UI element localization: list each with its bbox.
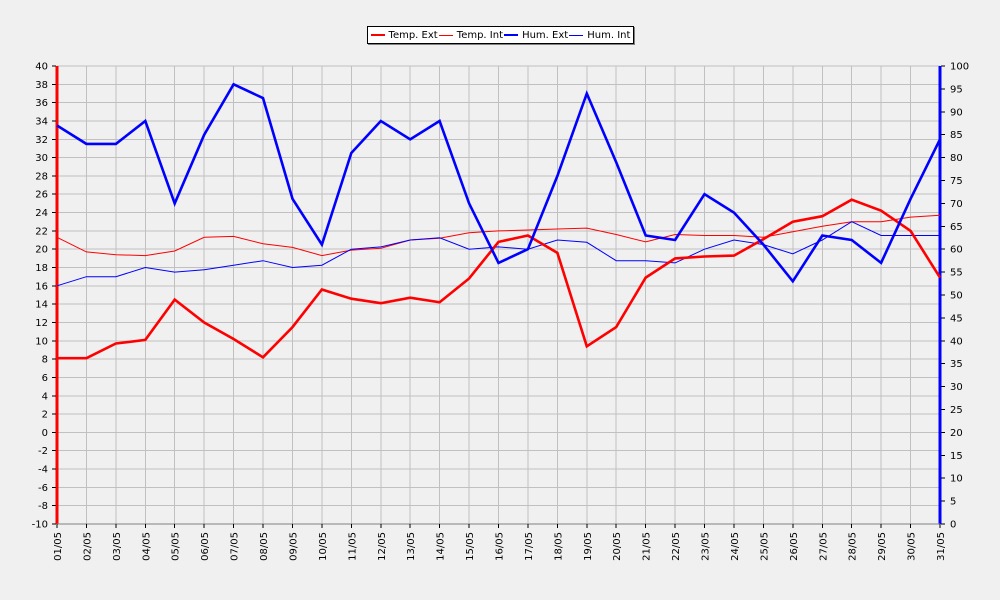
x-axis-tick-label: 08/05 — [259, 532, 270, 561]
right-axis-tick-label: 20 — [950, 428, 963, 439]
right-axis-tick-label: 95 — [950, 84, 963, 95]
left-axis-tick-label: 32 — [35, 135, 48, 146]
left-axis-tick-label: 18 — [35, 263, 48, 274]
left-axis-tick-label: 28 — [35, 171, 48, 182]
legend-label: Hum. Int — [587, 29, 631, 41]
x-axis-tick-label: 02/05 — [82, 532, 93, 561]
legend-item-temp-int: Temp. Int — [438, 29, 503, 41]
right-axis-tick-label: 55 — [950, 268, 963, 279]
x-axis-tick-label: 01/05 — [53, 532, 64, 561]
x-axis-tick-label: 12/05 — [377, 532, 388, 561]
x-axis-tick-label: 23/05 — [701, 532, 712, 561]
right-axis-tick-label: 30 — [950, 382, 963, 393]
x-axis-tick-label: 31/05 — [936, 532, 947, 561]
right-axis-tick-label: 80 — [950, 153, 963, 164]
right-axis-tick-label: 10 — [950, 474, 963, 485]
right-axis-tick-label: 90 — [950, 107, 963, 118]
x-axis-tick-label: 21/05 — [642, 532, 653, 561]
left-axis-tick-label: 24 — [35, 208, 48, 219]
left-axis-tick-label: 14 — [35, 300, 48, 311]
right-axis-tick-label: 70 — [950, 199, 963, 210]
x-axis-tick-label: 05/05 — [171, 532, 182, 561]
x-axis-tick-label: 15/05 — [465, 532, 476, 561]
right-axis-tick-label: 25 — [950, 405, 963, 416]
x-axis-tick-label: 06/05 — [200, 532, 211, 561]
legend-label: Hum. Ext — [522, 29, 569, 41]
left-axis-tick-label: -2 — [38, 446, 48, 457]
x-axis-tick-label: 24/05 — [730, 532, 741, 561]
x-axis-tick-label: 19/05 — [583, 532, 594, 561]
x-axis-tick-label: 20/05 — [612, 532, 623, 561]
left-axis-tick-label: 16 — [35, 281, 48, 292]
right-axis-tick-label: 85 — [950, 130, 963, 141]
x-axis-tick-label: 27/05 — [818, 532, 829, 561]
left-axis-tick-label: 12 — [35, 318, 48, 329]
series-line-hum-ext — [56, 82, 942, 284]
left-axis-tick-label: 10 — [35, 336, 48, 347]
x-axis-tick-label: 26/05 — [789, 532, 800, 561]
series-line-hum-int — [56, 221, 940, 287]
right-axis-tick-label: 45 — [950, 313, 963, 324]
x-axis-tick-label: 11/05 — [347, 532, 358, 561]
x-axis-tick-label: 07/05 — [230, 532, 241, 561]
x-axis-tick-label: 18/05 — [553, 532, 564, 561]
legend-swatch — [569, 34, 584, 36]
x-axis-tick-label: 25/05 — [759, 532, 770, 561]
x-axis-tick-label: 22/05 — [671, 532, 682, 561]
left-axis-tick-label: 38 — [35, 80, 48, 91]
x-axis-tick-label: 29/05 — [877, 532, 888, 561]
left-axis-tick-label: 34 — [35, 116, 48, 127]
x-axis-tick-label: 16/05 — [495, 532, 506, 561]
left-axis-tick-label: 2 — [42, 410, 48, 421]
legend-swatch — [504, 34, 519, 36]
left-axis-tick-label: 26 — [35, 190, 48, 201]
left-axis-tick-label: -8 — [38, 501, 48, 512]
legend-label: Temp. Ext — [388, 29, 438, 41]
x-axis-tick-label: 03/05 — [112, 532, 123, 561]
series-line-temp-int — [56, 214, 941, 257]
left-axis-tick-label: 4 — [42, 391, 48, 402]
right-axis-tick-label: 100 — [950, 62, 969, 73]
legend-item-hum-int: Hum. Int — [569, 30, 630, 41]
right-axis-tick-label: 35 — [950, 359, 963, 370]
left-axis-tick-label: 36 — [35, 98, 48, 109]
right-axis-tick-label: 75 — [950, 176, 963, 187]
right-axis-tick-label: 15 — [950, 451, 963, 462]
left-axis-tick-label: 22 — [35, 226, 48, 237]
legend-swatch — [438, 34, 453, 36]
right-axis-tick-label: 5 — [950, 497, 956, 508]
legend-label: Temp. Int — [456, 29, 503, 41]
left-axis-tick-label: 8 — [42, 355, 48, 366]
left-axis-tick-label: -10 — [32, 520, 48, 531]
left-axis-tick-label: 40 — [35, 62, 48, 73]
x-axis-tick-label: 10/05 — [318, 532, 329, 561]
legend-swatch — [370, 34, 385, 36]
left-axis-tick-label: 20 — [35, 245, 48, 256]
series-line-temp-ext — [57, 198, 942, 360]
left-axis-tick-label: -4 — [38, 465, 48, 476]
chart-legend: Temp. Ext Temp. Int Hum. Ext Hum. Int — [367, 26, 634, 44]
right-axis-tick-label: 50 — [950, 291, 963, 302]
x-axis-tick-label: 17/05 — [524, 532, 535, 561]
right-axis-tick-label: 40 — [950, 336, 963, 347]
x-axis-tick-label: 30/05 — [907, 532, 918, 561]
right-axis-tick-label: 65 — [950, 222, 963, 233]
x-axis-tick-label: 13/05 — [406, 532, 417, 561]
legend-item-hum-ext: Hum. Ext — [504, 30, 568, 41]
left-axis-tick-label: -6 — [38, 483, 48, 494]
x-axis-tick-label: 14/05 — [436, 532, 447, 561]
right-axis-tick-label: 60 — [950, 245, 963, 256]
left-axis-tick-label: 0 — [42, 428, 48, 439]
right-axis-tick-label: 0 — [950, 520, 956, 531]
left-axis-tick-label: 30 — [35, 153, 48, 164]
x-axis-tick-label: 09/05 — [288, 532, 299, 561]
legend-item-temp-ext: Temp. Ext — [370, 29, 438, 41]
x-axis-tick-label: 04/05 — [141, 532, 152, 561]
left-axis-tick-label: 6 — [42, 373, 48, 384]
x-axis-tick-label: 28/05 — [848, 532, 859, 561]
